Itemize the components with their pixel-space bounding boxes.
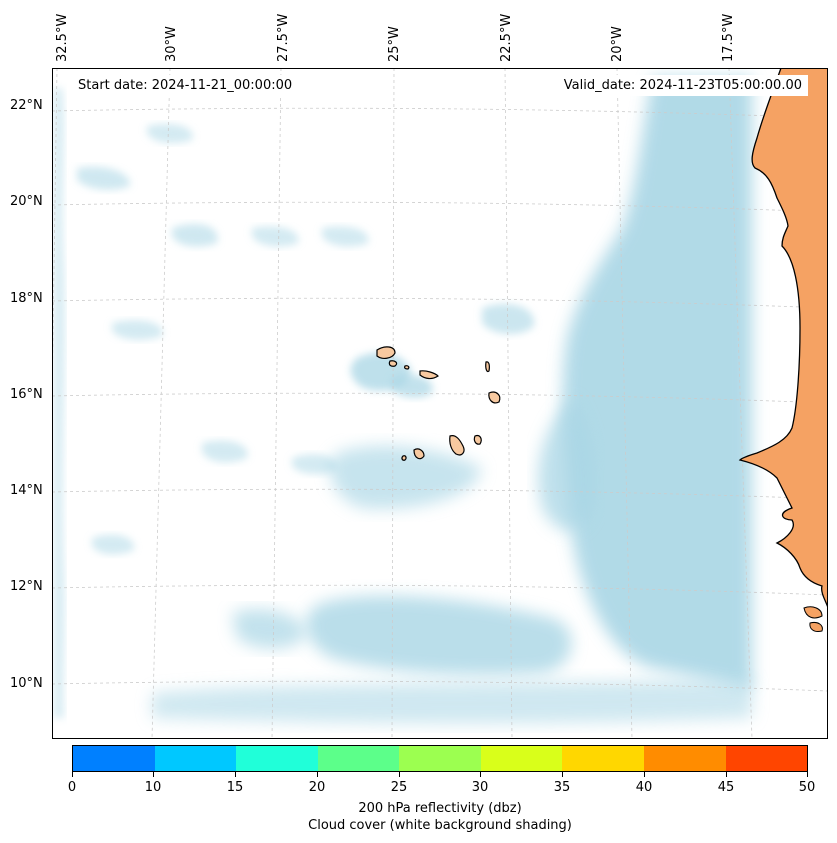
island-sal <box>485 361 490 373</box>
colorbar-segment <box>317 746 400 771</box>
colorbar-segment <box>562 746 644 771</box>
colorbar-tick-label: 40 <box>635 780 653 795</box>
colorbar-tick <box>562 772 563 777</box>
lon-label: 27.5°W <box>276 13 291 62</box>
colorbar-tick-label: 25 <box>390 780 408 795</box>
island-brava <box>401 455 407 461</box>
valid-date-label: Valid_date: 2024-11-23T05:00:00.00 <box>557 75 808 96</box>
coastal-island <box>803 606 823 619</box>
colorbar-segment <box>236 746 318 771</box>
lon-label: 22.5°W <box>499 13 514 62</box>
colorbar-segment <box>73 746 155 771</box>
colorbar-tick-label: 45 <box>717 780 735 795</box>
lat-label: 16°N <box>10 387 43 402</box>
lat-label: 14°N <box>10 483 43 498</box>
island-sao-vicente <box>388 360 398 367</box>
colorbar-tick <box>644 772 645 777</box>
cape-verde-islands <box>376 346 501 461</box>
island-santo-antao <box>376 346 396 359</box>
island-maio <box>473 434 482 445</box>
lat-label: 12°N <box>10 579 43 594</box>
colorbar-segment <box>643 746 726 771</box>
colorbar-tick-label: 0 <box>67 780 77 795</box>
colorbar <box>72 745 808 772</box>
colorbar-tick-label: 15 <box>226 780 244 795</box>
map-panel[interactable] <box>52 68 828 739</box>
lat-label: 22°N <box>10 98 43 113</box>
lon-label: 30°W <box>164 26 179 62</box>
lon-label: 17.5°W <box>721 13 736 62</box>
colorbar-tick <box>317 772 318 777</box>
gridlines <box>52 68 828 739</box>
colorbar-title: 200 hPa reflectivity (dbz) <box>358 801 522 816</box>
colorbar-segment <box>480 746 563 771</box>
colorbar-tick <box>726 772 727 777</box>
island-santa-luzia <box>404 365 410 370</box>
island-boa-vista <box>488 391 501 404</box>
colorbar-segment <box>725 746 808 771</box>
colorbar-tick <box>807 772 808 777</box>
island-santiago <box>449 435 465 456</box>
colorbar-segment <box>399 746 481 771</box>
colorbar-tick-label: 30 <box>471 780 489 795</box>
lon-label: 25°W <box>387 26 402 62</box>
colorbar-segment <box>154 746 237 771</box>
lon-label: 20°W <box>610 26 625 62</box>
lat-label: 18°N <box>10 291 43 306</box>
colorbar-tick <box>72 772 73 777</box>
colorbar-tick <box>153 772 154 777</box>
colorbar-tick-label: 10 <box>144 780 162 795</box>
start-date-label: Start date: 2024-11-21_00:00:00 <box>72 75 299 96</box>
lat-label: 10°N <box>10 676 43 691</box>
coastal-island <box>809 622 823 632</box>
map-frame <box>52 68 828 739</box>
africa-landmass <box>738 68 828 609</box>
colorbar-tick <box>399 772 400 777</box>
colorbar-tick <box>235 772 236 777</box>
colorbar-tick <box>480 772 481 777</box>
island-fogo <box>413 448 425 460</box>
island-sao-nicolau <box>419 370 439 380</box>
lon-label: 32.5°W <box>55 13 70 62</box>
colorbar-tick-label: 50 <box>798 780 816 795</box>
cloud-cover <box>54 78 752 724</box>
colorbar-tick-label: 35 <box>553 780 571 795</box>
colorbar-subtitle: Cloud cover (white background shading) <box>308 818 572 833</box>
lat-label: 20°N <box>10 194 43 209</box>
colorbar-tick-label: 20 <box>308 780 326 795</box>
